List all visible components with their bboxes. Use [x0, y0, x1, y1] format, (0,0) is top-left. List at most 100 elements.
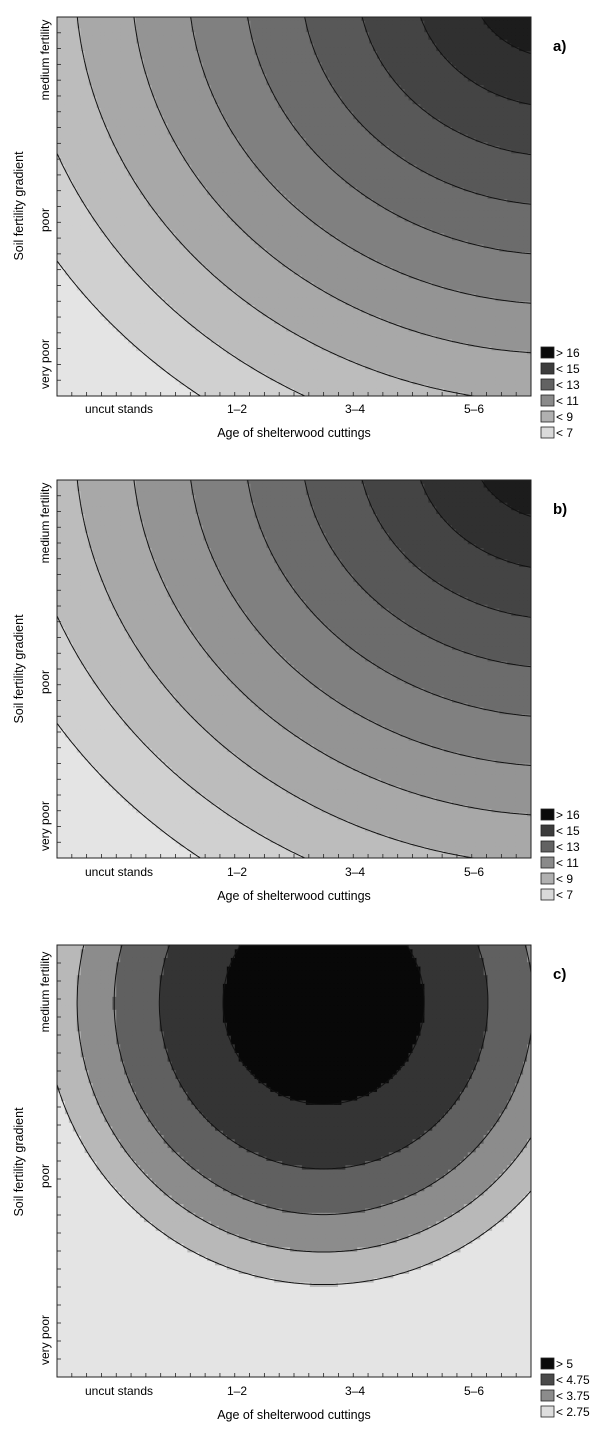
contour-band-cell [373, 142, 378, 147]
contour-band-cell [309, 107, 315, 113]
contour-band-cell [238, 32, 244, 37]
contour-band-cell [432, 107, 437, 113]
contour-band-cell [187, 24, 192, 29]
contour-band-cell [428, 85, 433, 90]
contour-band-cell [455, 47, 461, 52]
contour-band-cell [297, 20, 303, 26]
contour-band-cell [519, 104, 524, 109]
contour-band-cell [155, 100, 161, 105]
contour-band-cell [491, 35, 497, 41]
contour-band-cell [60, 172, 66, 177]
contour-band-cell [329, 104, 335, 109]
contour-band-cell [159, 92, 165, 98]
contour-band-cell [108, 24, 113, 29]
contour-band-cell [286, 172, 291, 177]
contour-band-cell [475, 92, 481, 98]
contour-band-cell [408, 89, 414, 94]
contour-band-cell [519, 153, 524, 158]
contour-band-cell [226, 66, 232, 71]
contour-band-cell [400, 92, 406, 98]
contour-band-cell [416, 66, 421, 71]
contour-band-cell [420, 39, 425, 45]
contour-band-cell [507, 107, 512, 113]
contour-band-cell [459, 54, 465, 60]
contour-band-cell [139, 28, 145, 33]
contour-band-cell [309, 164, 315, 170]
contour-band-cell [511, 81, 516, 86]
contour-band-cell [416, 51, 421, 56]
contour-band-cell [139, 35, 145, 41]
contour-band-cell [325, 107, 331, 113]
contour-band-cell [301, 43, 307, 48]
contour-band-cell [132, 43, 137, 48]
contour-band-cell [96, 20, 102, 26]
contour-band-cell [112, 115, 117, 120]
contour-band-cell [452, 104, 457, 109]
contour-band-cell [286, 138, 291, 143]
contour-band-cell [100, 66, 105, 71]
contour-band-cell [479, 161, 485, 166]
contour-band-cell [147, 111, 153, 117]
contour-band-cell [175, 172, 181, 177]
contour-band-cell [373, 17, 378, 22]
contour-band-cell [519, 32, 524, 37]
contour-band-cell [301, 66, 307, 71]
contour-band-cell [376, 104, 382, 109]
contour-band-cell [218, 32, 224, 37]
contour-band-cell [226, 172, 232, 177]
contour-band-cell [234, 77, 240, 83]
contour-band-cell [183, 153, 188, 158]
contour-band-cell [349, 81, 354, 86]
contour-band-cell [155, 172, 161, 177]
contour-band-cell [309, 157, 315, 162]
contour-band-cell [491, 104, 497, 109]
contour-band-cell [317, 17, 323, 22]
contour-band-cell [353, 17, 358, 22]
contour-band-cell [420, 111, 425, 117]
contour-band-cell [191, 51, 196, 56]
contour-band-cell [159, 39, 165, 45]
contour-band-cell [104, 138, 109, 143]
contour-band-cell [408, 24, 414, 29]
contour-band-cell [321, 17, 327, 22]
contour-band-cell [246, 51, 252, 56]
contour-band-cell [143, 32, 149, 37]
contour-band-cell [353, 89, 358, 94]
contour-band-cell [246, 107, 252, 113]
contour-band-cell [487, 138, 493, 143]
contour-band-cell [408, 153, 414, 158]
contour-band-cell [313, 89, 319, 94]
contour-band-cell [365, 130, 370, 136]
contour-band-cell [475, 66, 481, 71]
contour-band-cell [207, 126, 212, 132]
contour-band-cell [226, 32, 232, 37]
contour-band-cell [294, 47, 299, 52]
contour-band-cell [104, 157, 109, 162]
contour-band-cell [80, 119, 86, 124]
contour-band-cell [527, 24, 531, 29]
contour-band-cell [222, 149, 228, 155]
contour-band-cell [84, 111, 90, 117]
contour-band-cell [155, 161, 161, 166]
contour-band-cell [337, 100, 342, 105]
contour-band-cell [428, 153, 433, 158]
contour-band-cell [444, 149, 449, 155]
contour-band-cell [155, 24, 161, 29]
contour-band-cell [84, 77, 90, 83]
contour-band-cell [341, 51, 346, 56]
contour-band-cell [313, 149, 319, 155]
contour-band-cell [459, 96, 465, 101]
contour-band-cell [215, 24, 220, 29]
contour-band-cell [519, 58, 524, 64]
contour-band-cell [416, 28, 421, 33]
contour-band-cell [452, 20, 457, 26]
contour-band-cell [203, 81, 208, 86]
contour-band-cell [92, 89, 98, 94]
contour-band-cell [380, 161, 386, 166]
contour-band-cell [396, 168, 402, 173]
contour-band-cell [305, 145, 311, 151]
contour-band-cell [230, 149, 236, 155]
contour-band-cell [132, 66, 137, 71]
contour-band-cell [432, 85, 437, 90]
contour-band-cell [128, 62, 133, 67]
